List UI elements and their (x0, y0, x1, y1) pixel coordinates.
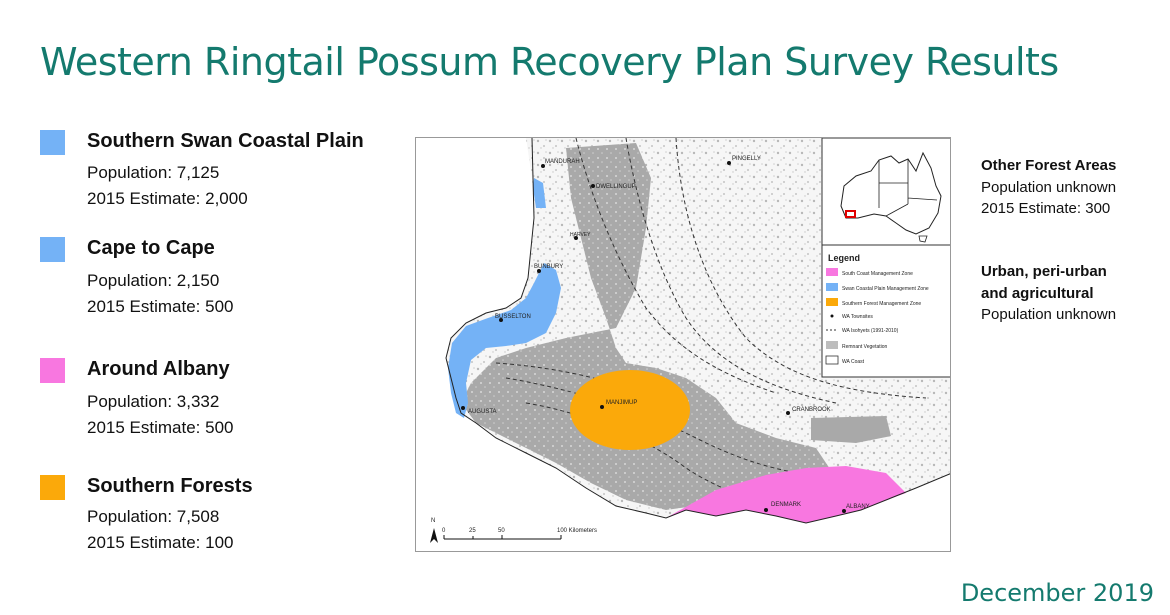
study-area-marker (845, 210, 856, 218)
remnant-vegetation-patch (811, 416, 891, 443)
townsites: PINGELLY MANDURAH BUNBURY BUSSELTON AUGU… (461, 156, 870, 513)
legend-label: Swan Coastal Plain Management Zone (842, 286, 929, 292)
region-estimate: 2015 Estimate: 100 (87, 533, 234, 552)
note-other-forest-areas: Other Forest Areas Population unknown 20… (981, 155, 1116, 220)
scale-tick-label: 50 (498, 528, 505, 534)
town-label: ALBANY (846, 504, 870, 510)
note-heading: Other Forest Areas (981, 157, 1117, 174)
legend-title: Legend (828, 253, 860, 263)
remnant-vegetation (461, 143, 836, 510)
region-swatch (40, 475, 65, 500)
town-label: MANJIMUP (606, 400, 637, 406)
wa-coast (445, 138, 950, 524)
legend-label: WA Coast (842, 359, 865, 365)
note-line: Population unknown (981, 306, 1117, 323)
region-population: Population: 7,125 (87, 163, 220, 182)
town-label: HARVEY (570, 232, 591, 238)
region-population: Population: 3,332 (87, 392, 220, 411)
region-name: Southern Forests (87, 475, 253, 497)
region-population: Population: 2,150 (87, 271, 220, 290)
region-swatch (40, 358, 65, 383)
region-estimate: 2015 Estimate: 2,000 (87, 189, 248, 208)
town-label: BUSSELTON (495, 314, 531, 320)
legend-label: WA Townsites (842, 314, 873, 320)
isohyets (495, 138, 927, 504)
swan-coastal-plain-zone (533, 178, 546, 208)
town-label: MANDURAH (545, 159, 580, 165)
town-label: CRANBROOK (792, 407, 831, 413)
note-heading: and agricultural (981, 284, 1094, 302)
map-legend: Legend South Coast Management Zone Swan … (821, 244, 950, 378)
region-estimate: 2015 Estimate: 500 (87, 418, 234, 437)
legend-label: South Coast Management Zone (842, 271, 913, 277)
note-heading: Urban, peri-urban (981, 263, 1107, 280)
region-swatch (40, 237, 65, 262)
survey-map: PINGELLY MANDURAH BUNBURY BUSSELTON AUGU… (415, 137, 951, 552)
north-label: N (431, 518, 435, 524)
scale-tick-label: 100 Kilometers (557, 528, 597, 534)
swan-coastal-plain-zone-south (448, 263, 561, 418)
region-name: Around Albany (87, 358, 230, 380)
region-estimate: 2015 Estimate: 500 (87, 297, 234, 316)
north-arrow-icon (430, 528, 438, 543)
legend-label: Southern Forest Management Zone (842, 301, 921, 307)
town-label: BUNBURY (534, 264, 563, 270)
town-label: PINGELLY (732, 156, 761, 162)
town-label: DWELLINGUP (596, 184, 636, 190)
australia-inset (821, 138, 950, 246)
southern-forest-zone (570, 370, 690, 450)
map-svg: PINGELLY MANDURAH BUNBURY BUSSELTON AUGU… (416, 138, 950, 551)
note-line: 2015 Estimate: 300 (981, 200, 1111, 217)
south-coast-zone (666, 466, 906, 523)
region-name: Southern Swan Coastal Plain (87, 130, 364, 152)
legend-label: Remnant Vegetation (842, 344, 888, 350)
town-label: DENMARK (771, 502, 801, 508)
town-label: AUGUSTA (468, 409, 497, 415)
scale-bar: N 0 25 50 100 Kilometers (430, 518, 597, 543)
note-urban-agricultural: Urban, peri-urban and agricultural Popul… (981, 261, 1116, 326)
note-line: Population unknown (981, 178, 1117, 196)
region-name: Cape to Cape (87, 237, 215, 259)
footer-date: December 2019 (960, 579, 1154, 607)
scale-tick-label: 0 (442, 528, 446, 534)
legend-label: WA Isohyets (1991-2010) (842, 328, 899, 334)
region-swatch (40, 130, 65, 155)
page-title: Western Ringtail Possum Recovery Plan Su… (40, 40, 1059, 84)
scale-tick-label: 25 (469, 528, 476, 534)
region-population: Population: 7,508 (87, 507, 220, 526)
